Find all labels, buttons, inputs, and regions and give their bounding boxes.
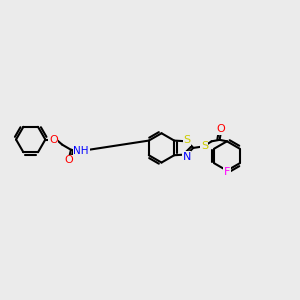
Text: O: O [49, 134, 58, 145]
Text: NH: NH [74, 146, 89, 156]
Text: O: O [217, 124, 226, 134]
Text: N: N [182, 152, 191, 162]
Text: F: F [224, 167, 230, 177]
Text: S: S [184, 136, 190, 146]
Text: S: S [201, 141, 208, 151]
Text: O: O [64, 155, 73, 165]
